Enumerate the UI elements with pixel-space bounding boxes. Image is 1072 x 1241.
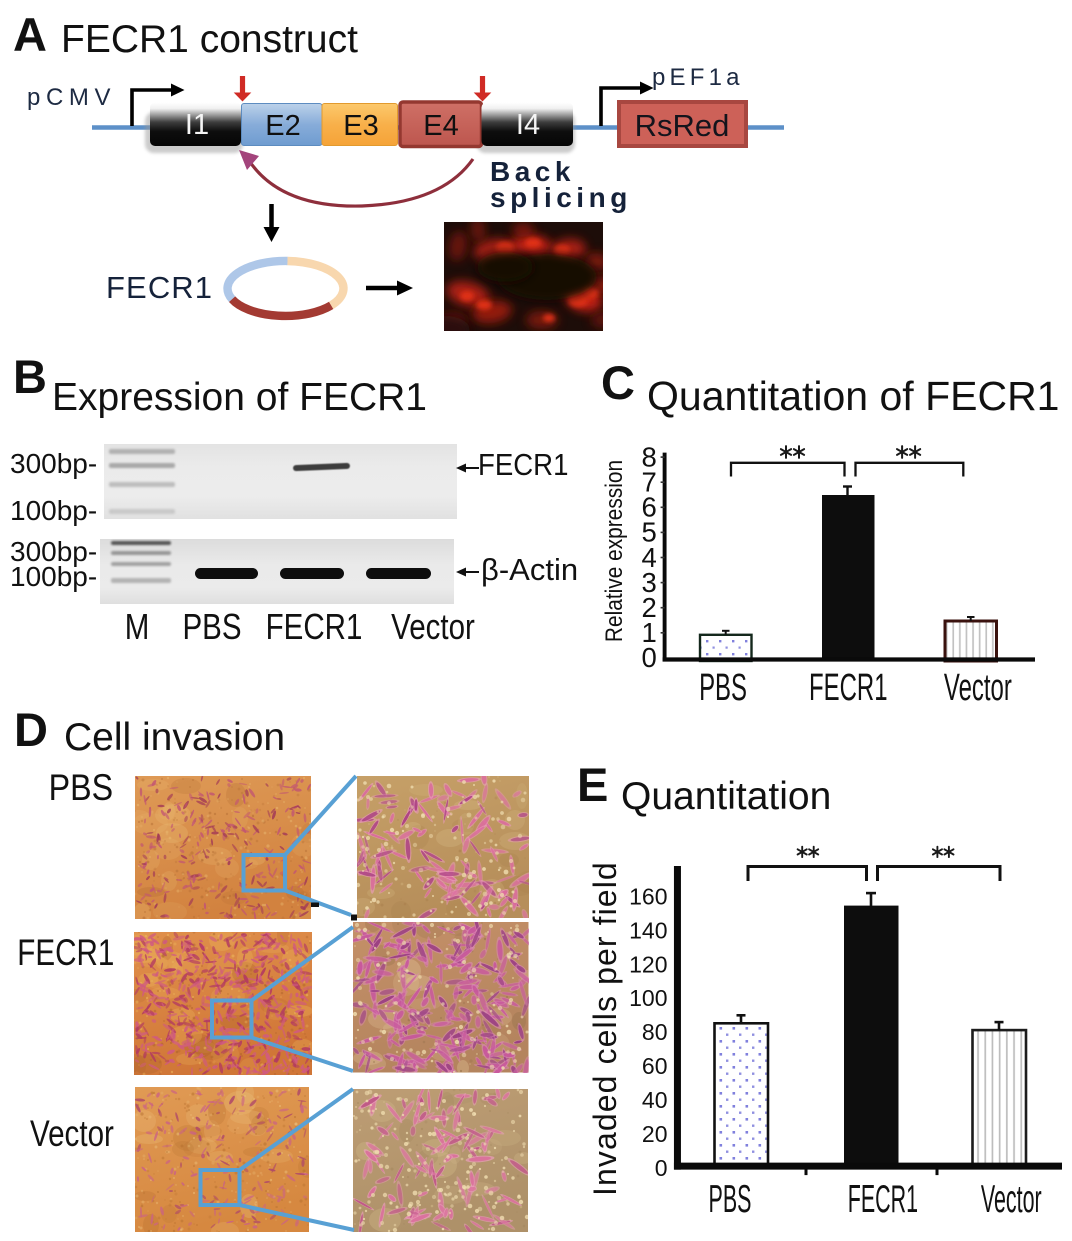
- svg-text:140: 140: [629, 917, 667, 943]
- svg-text:6: 6: [642, 492, 657, 523]
- svg-text:60: 60: [642, 1053, 668, 1079]
- svg-text:120: 120: [629, 951, 667, 977]
- svg-text:4: 4: [642, 542, 657, 573]
- svg-text:E4: E4: [423, 110, 458, 142]
- svg-text:40: 40: [642, 1087, 668, 1113]
- svg-text:8: 8: [642, 441, 657, 472]
- svg-text:7: 7: [642, 467, 657, 498]
- svg-text:E3: E3: [343, 110, 378, 142]
- svg-text:3: 3: [642, 567, 657, 598]
- svg-text:100: 100: [629, 985, 667, 1011]
- svg-text:RsRed: RsRed: [635, 108, 730, 143]
- svg-text:1: 1: [642, 617, 657, 648]
- svg-text:160: 160: [629, 883, 667, 909]
- svg-text:I4: I4: [516, 109, 540, 141]
- svg-text:20: 20: [642, 1121, 668, 1147]
- svg-text:0: 0: [655, 1155, 668, 1181]
- svg-text:E2: E2: [265, 110, 300, 142]
- svg-text:I1: I1: [185, 109, 209, 141]
- svg-text:0: 0: [642, 642, 657, 673]
- svg-text:2: 2: [642, 592, 657, 623]
- svg-text:5: 5: [642, 517, 657, 548]
- svg-text:80: 80: [642, 1019, 668, 1045]
